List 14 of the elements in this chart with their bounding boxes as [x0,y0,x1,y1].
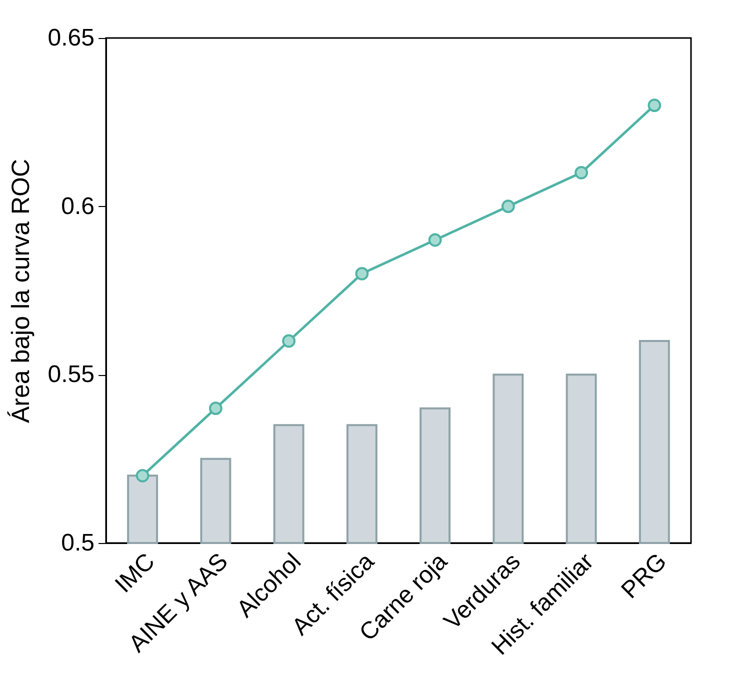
y-tick-label: 0.5 [61,530,94,556]
point [648,98,662,112]
point [136,468,150,482]
point [428,233,442,247]
y-tick-label: 0.65 [48,24,94,52]
y-tick-label: 0.6 [61,192,94,220]
point [208,402,222,416]
y-tick-label: 0.55 [48,361,94,388]
point [501,200,515,214]
y-axis-title: Área bajo la curva ROC [6,158,35,424]
point [574,166,588,180]
point [355,266,369,280]
x-tick-label: IMC [110,548,160,598]
point [282,334,296,348]
